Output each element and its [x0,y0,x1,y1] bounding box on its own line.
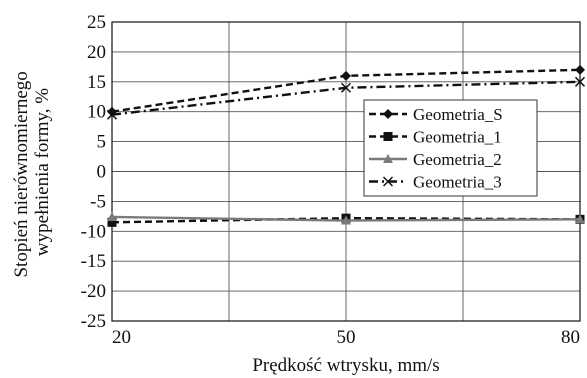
y-axis-label-line-1: Stopień nierównomiernego [11,71,32,277]
legend-box [363,99,538,197]
legend-item-geometria-s: Geometria_S [369,105,503,124]
series-geometria-3 [106,76,586,120]
y-tick-label: 0 [97,162,107,183]
y-axis-label-line-2: wypełnienia formy, % [32,88,53,256]
y-tick-label: -15 [81,251,106,272]
y-tick-label: 20 [87,42,106,63]
y-axis-label: Stopień nierównomiernego wypełnienia for… [11,66,53,277]
series-geometria-2 [107,211,585,225]
data-point-geometria-1 [107,217,117,227]
data-point-geometria-2 [575,214,585,224]
data-point-geometria-3 [340,82,352,93]
legend: Geometria_S Geometria_1 Geometria_2 Geometr… [363,99,538,197]
legend-item-geometria-1: Geometria_1 [369,128,502,147]
y-tick-label: -10 [81,221,106,242]
data-point-geometria-3 [574,76,586,87]
plot-border [111,21,581,322]
data-point-geometria-2 [107,211,117,221]
data-point-geometria-s [575,64,585,75]
y-tick-label: -5 [90,191,106,212]
y-tick-label: -20 [81,281,106,302]
data-point-geometria-3 [106,109,118,120]
legend-label: Geometria_S [413,105,503,124]
x-tick-label: 50 [337,327,356,348]
data-point-geometria-s [341,70,351,81]
legend-marker [383,109,393,119]
data-point-geometria-2 [341,215,351,225]
legend-label: Geometria_3 [413,173,502,192]
x-tick-label: 80 [561,327,580,348]
y-tick-label: 25 [87,12,106,33]
legend-label: Geometria_2 [413,150,502,169]
x-axis-label: Prędkość wtrysku, mm/s [252,355,439,376]
series-layer [106,64,586,227]
legend-item-geometria-2: Geometria_2 [369,150,502,169]
legend-marker [383,154,393,163]
y-tick-label: -25 [81,311,106,332]
legend-item-geometria-3: Geometria_3 [369,173,502,192]
y-tick-label: 5 [97,132,107,153]
legend-marker [382,176,394,187]
y-tick-label: 15 [87,72,106,93]
legend-label: Geometria_1 [413,128,502,147]
y-tick-label: 10 [87,102,106,123]
series-geometria-s [107,64,585,117]
x-tick-label: 20 [112,327,131,348]
legend-marker [383,132,393,141]
